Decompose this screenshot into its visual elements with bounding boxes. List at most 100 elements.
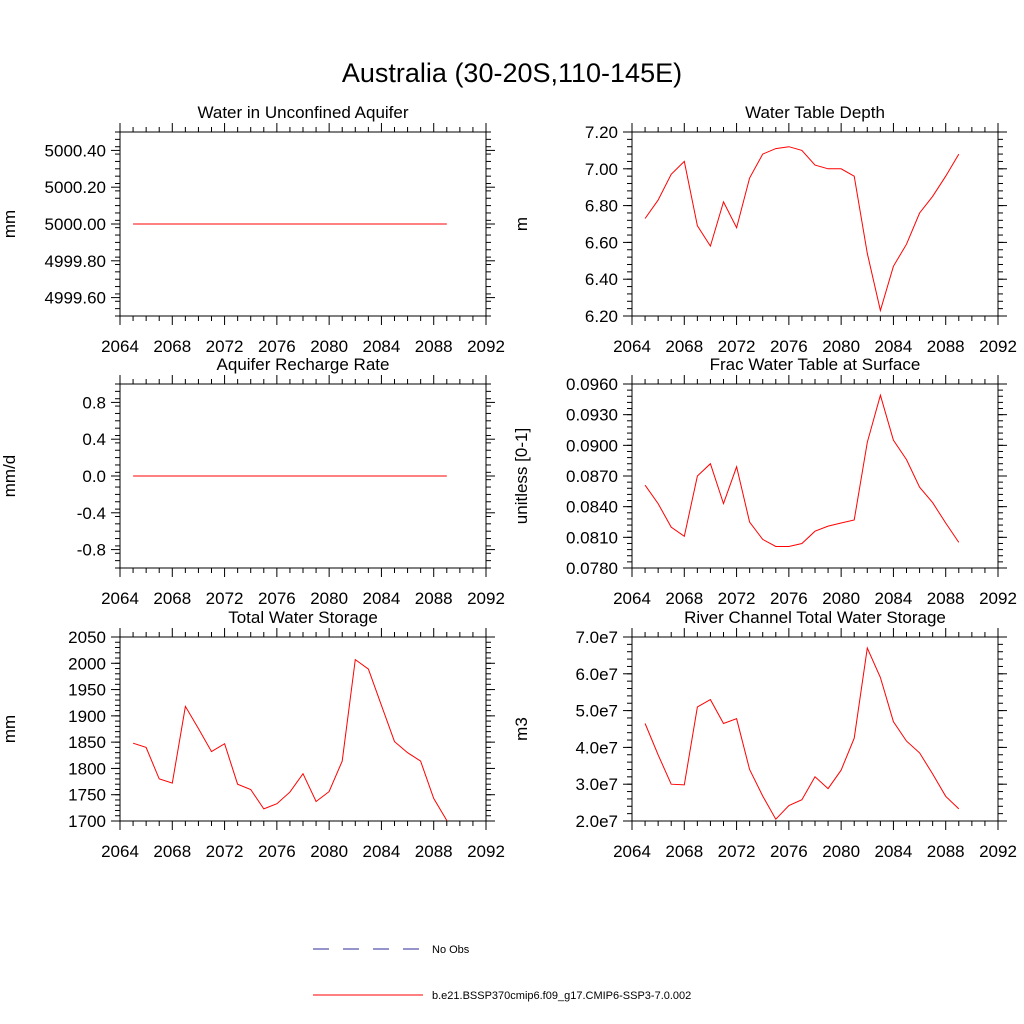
y-tick-label: 0.0960 — [566, 375, 618, 394]
series-line — [132, 658, 448, 821]
x-tick-label: 2076 — [258, 842, 296, 861]
y-tick-label: 2.0e7 — [575, 812, 618, 831]
x-tick-label: 2068 — [665, 589, 703, 608]
y-tick-label: 7.0e7 — [575, 628, 618, 647]
x-tick-label: 2084 — [875, 337, 913, 356]
y-tick-label: 1700 — [68, 812, 106, 831]
x-tick-label: 2076 — [770, 589, 808, 608]
x-tick-label: 2068 — [665, 842, 703, 861]
y-tick-label: 2050 — [68, 628, 106, 647]
x-tick-label: 2080 — [822, 842, 860, 861]
x-tick-label: 2080 — [822, 589, 860, 608]
y-tick-label: 6.0e7 — [575, 665, 618, 684]
x-tick-label: 2080 — [310, 337, 348, 356]
plot-frame — [631, 383, 999, 569]
y-tick-label: 2000 — [68, 654, 106, 673]
y-axis-label: mm — [0, 210, 19, 238]
x-tick-label: 2064 — [613, 337, 651, 356]
panel-title: Frac Water Table at Surface — [710, 355, 921, 374]
x-tick-label: 2064 — [613, 842, 651, 861]
x-tick-label: 2088 — [415, 337, 453, 356]
x-tick-label: 2068 — [153, 589, 191, 608]
x-tick-label: 2088 — [927, 589, 965, 608]
y-tick-label: 3.0e7 — [575, 775, 618, 794]
legend-entry-model-run: b.e21.BSSP370cmip6.f09_g17.CMIP6-SSP3-7.… — [313, 990, 691, 1002]
y-tick-label: 1800 — [68, 759, 106, 778]
y-tick-label: 0.8 — [82, 393, 106, 412]
y-axis-label: m — [512, 217, 531, 231]
x-tick-label: 2064 — [101, 337, 139, 356]
x-tick-label: 2088 — [927, 337, 965, 356]
x-tick-label: 2084 — [875, 842, 913, 861]
chart-panel-3: Aquifer Recharge Rate mm/d 2064 2068 2072 207… — [0, 355, 505, 608]
y-tick-label: 0.0870 — [566, 467, 618, 486]
y-tick-label: 0.0 — [82, 467, 106, 486]
y-axis-label: mm — [0, 715, 19, 743]
chart-panel-1: Water in Unconfined Aquifer mm 2064 2068 207… — [0, 103, 505, 356]
x-tick-label: 2092 — [467, 842, 505, 861]
y-tick-label: 1750 — [68, 786, 106, 805]
y-tick-label: 4.0e7 — [575, 738, 618, 757]
x-tick-label: 2072 — [206, 842, 244, 861]
plot-frame — [631, 636, 999, 822]
legend-label: b.e21.BSSP370cmip6.f09_g17.CMIP6-SSP3-7.… — [432, 990, 691, 1002]
x-tick-label: 2092 — [979, 842, 1017, 861]
y-tick-label: -0.8 — [77, 541, 106, 560]
x-tick-label: 2064 — [101, 589, 139, 608]
chart-panels: Water in Unconfined Aquifer mm 2064 2068 207… — [0, 103, 1017, 861]
x-tick-label: 2076 — [258, 589, 296, 608]
x-tick-label: 2088 — [927, 842, 965, 861]
y-tick-label: 0.0900 — [566, 436, 618, 455]
x-tick-label: 2072 — [206, 589, 244, 608]
x-tick-label: 2076 — [258, 337, 296, 356]
panel-title: Water Table Depth — [745, 103, 885, 122]
x-tick-label: 2080 — [310, 842, 348, 861]
panel-title: Total Water Storage — [228, 608, 378, 627]
x-tick-label: 2064 — [613, 589, 651, 608]
y-tick-label: 0.0930 — [566, 406, 618, 425]
x-tick-label: 2072 — [206, 337, 244, 356]
x-tick-label: 2080 — [310, 589, 348, 608]
y-tick-label: 1900 — [68, 707, 106, 726]
x-tick-label: 2068 — [153, 337, 191, 356]
y-tick-label: 7.20 — [585, 123, 618, 142]
y-tick-label: 6.80 — [585, 197, 618, 216]
x-tick-label: 2084 — [363, 337, 401, 356]
series-line — [644, 646, 960, 821]
y-tick-label: 5000.20 — [45, 178, 106, 197]
x-tick-label: 2088 — [415, 842, 453, 861]
y-tick-label: 5000.00 — [45, 215, 106, 234]
x-tick-label: 2080 — [822, 337, 860, 356]
y-axis-label: mm/d — [0, 455, 19, 498]
y-tick-label: 7.00 — [585, 160, 618, 179]
legend: No Obs b.e21.BSSP370cmip6.f09_g17.CMIP6-… — [313, 944, 691, 1002]
x-tick-label: 2072 — [718, 589, 756, 608]
series-line — [644, 146, 960, 313]
x-tick-label: 2092 — [467, 337, 505, 356]
plot-frame — [119, 636, 487, 822]
y-tick-label: 4999.60 — [45, 289, 106, 308]
y-tick-label: 0.0810 — [566, 528, 618, 547]
y-tick-label: 1950 — [68, 681, 106, 700]
legend-label: No Obs — [432, 944, 470, 956]
y-tick-label: 0.4 — [82, 430, 106, 449]
y-tick-label: 0.0780 — [566, 559, 618, 578]
y-tick-label: -0.4 — [77, 504, 106, 523]
figure-title: Australia (30-20S,110-145E) — [342, 58, 682, 88]
y-tick-label: 4999.80 — [45, 252, 106, 271]
x-tick-label: 2088 — [415, 589, 453, 608]
x-tick-label: 2076 — [770, 842, 808, 861]
x-tick-label: 2084 — [363, 589, 401, 608]
x-tick-label: 2072 — [718, 337, 756, 356]
x-tick-label: 2068 — [153, 842, 191, 861]
y-tick-label: 6.40 — [585, 270, 618, 289]
series-line — [644, 393, 960, 547]
chart-panel-6: River Channel Total Water Storage m3 2064 2… — [512, 608, 1017, 861]
x-tick-label: 2084 — [875, 589, 913, 608]
x-tick-label: 2092 — [467, 589, 505, 608]
chart-panel-4: Frac Water Table at Surface unitless [0-1… — [512, 355, 1017, 608]
x-tick-label: 2076 — [770, 337, 808, 356]
x-tick-label: 2092 — [979, 337, 1017, 356]
panel-title: Water in Unconfined Aquifer — [197, 103, 408, 122]
